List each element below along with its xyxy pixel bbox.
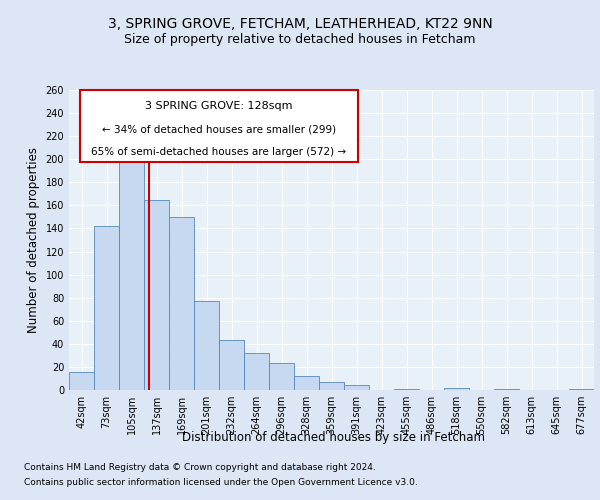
Bar — [269, 364, 294, 390]
Bar — [219, 340, 244, 390]
Text: Size of property relative to detached houses in Fetcham: Size of property relative to detached ho… — [124, 32, 476, 46]
Bar — [494, 389, 519, 390]
Text: Contains public sector information licensed under the Open Government Licence v3: Contains public sector information licen… — [24, 478, 418, 487]
Text: Contains HM Land Registry data © Crown copyright and database right 2024.: Contains HM Land Registry data © Crown c… — [24, 463, 376, 472]
Bar — [569, 389, 594, 390]
Bar — [144, 200, 169, 390]
Bar — [94, 226, 119, 390]
Bar — [169, 217, 194, 390]
Bar — [319, 382, 344, 390]
Y-axis label: Number of detached properties: Number of detached properties — [27, 147, 40, 333]
Bar — [194, 301, 219, 390]
Text: ← 34% of detached houses are smaller (299): ← 34% of detached houses are smaller (29… — [101, 124, 335, 134]
FancyBboxPatch shape — [79, 90, 358, 162]
Bar — [444, 388, 469, 390]
Text: 3, SPRING GROVE, FETCHAM, LEATHERHEAD, KT22 9NN: 3, SPRING GROVE, FETCHAM, LEATHERHEAD, K… — [107, 18, 493, 32]
Text: Distribution of detached houses by size in Fetcham: Distribution of detached houses by size … — [182, 431, 485, 444]
Bar — [394, 389, 419, 390]
Bar — [119, 156, 144, 390]
Bar — [244, 353, 269, 390]
Bar — [294, 376, 319, 390]
Bar — [69, 372, 94, 390]
Bar — [344, 386, 369, 390]
Text: 65% of semi-detached houses are larger (572) →: 65% of semi-detached houses are larger (… — [91, 147, 346, 157]
Text: 3 SPRING GROVE: 128sqm: 3 SPRING GROVE: 128sqm — [145, 101, 292, 111]
